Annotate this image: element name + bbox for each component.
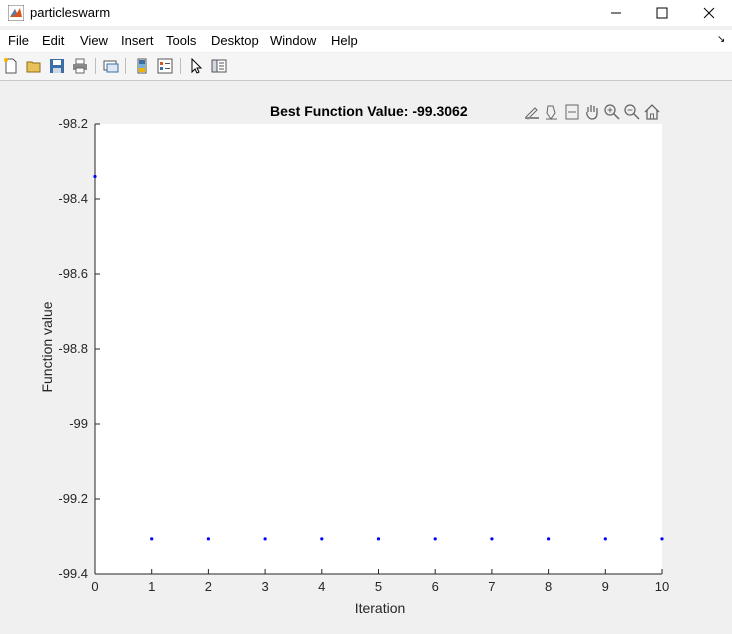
brush-icon[interactable] <box>522 102 542 122</box>
axes-background[interactable] <box>95 124 662 574</box>
save-icon[interactable] <box>47 56 67 76</box>
plot-title: Best Function Value: -99.3062 <box>270 103 468 119</box>
property-inspector-icon[interactable] <box>209 56 229 76</box>
zoom-out-icon[interactable] <box>622 102 642 122</box>
colorbar-icon[interactable] <box>132 56 152 76</box>
new-figure-icon[interactable] <box>1 56 21 76</box>
data-point[interactable] <box>93 174 97 179</box>
data-point[interactable] <box>547 537 551 541</box>
menu-help[interactable]: Help <box>331 33 358 48</box>
y-tick-label: -98.8 <box>58 341 88 356</box>
x-tick-label: 3 <box>261 579 269 594</box>
y-tick-label: -98.6 <box>58 266 88 281</box>
x-tick-label: 10 <box>654 579 670 594</box>
data-point[interactable] <box>376 537 381 541</box>
open-file-icon[interactable] <box>24 56 44 76</box>
data-point[interactable] <box>263 537 267 541</box>
menu-bar: File Edit View Insert Tools Desktop Wind… <box>0 30 732 52</box>
data-point[interactable] <box>320 537 324 541</box>
close-button[interactable] <box>686 0 732 26</box>
figure-area: Best Function Value: -99.3062 Function v… <box>0 81 732 634</box>
data-tips-icon[interactable] <box>542 102 562 122</box>
y-tick-label: -98.4 <box>58 191 88 206</box>
data-point[interactable] <box>150 537 154 541</box>
x-tick-label: 0 <box>91 579 99 594</box>
x-tick-label: 9 <box>601 579 609 594</box>
x-tick-label: 6 <box>431 579 439 594</box>
toolbar-separator <box>95 58 96 74</box>
pointer-icon[interactable] <box>186 56 206 76</box>
x-tick-label: 2 <box>204 579 212 594</box>
window-title: particleswarm <box>30 5 111 20</box>
x-tick-label: 7 <box>488 579 496 594</box>
legend-icon[interactable] <box>155 56 175 76</box>
toolbar-separator <box>125 58 126 74</box>
toolbar-separator <box>180 58 181 74</box>
home-icon[interactable] <box>642 102 662 122</box>
x-tick-label: 5 <box>374 579 383 594</box>
x-tick-label: 8 <box>544 579 553 594</box>
menu-desktop[interactable]: Desktop <box>211 33 259 48</box>
data-point[interactable] <box>206 537 210 541</box>
data-point[interactable] <box>603 537 607 541</box>
link-plot-icon[interactable] <box>101 56 121 76</box>
minimize-button[interactable] <box>593 0 639 26</box>
title-bar: particleswarm <box>0 0 732 26</box>
y-tick-label: -99.2 <box>58 491 88 506</box>
maximize-button[interactable] <box>639 0 685 26</box>
menu-tools[interactable]: Tools <box>166 33 197 48</box>
y-tick-label: -99.4 <box>58 566 88 581</box>
print-icon[interactable] <box>70 56 90 76</box>
zoom-in-icon[interactable] <box>602 102 622 122</box>
x-tick-label: 1 <box>148 579 156 594</box>
restore-view-box-icon[interactable] <box>562 102 582 122</box>
pan-hand-icon[interactable] <box>582 102 602 122</box>
dock-arrow-icon[interactable]: ↘ <box>717 34 726 45</box>
matlab-logo-icon <box>7 4 25 22</box>
data-point[interactable] <box>660 537 664 541</box>
plot-svg <box>93 123 664 575</box>
data-point[interactable] <box>433 537 437 541</box>
y-tick-label: -99 <box>69 416 88 431</box>
x-axis-label: Iteration <box>354 600 406 616</box>
data-point[interactable] <box>490 537 494 541</box>
menu-edit[interactable]: Edit <box>42 33 65 48</box>
figure-toolbar <box>0 53 732 81</box>
menu-view[interactable]: View <box>80 33 108 48</box>
menu-insert[interactable]: Insert <box>121 33 154 48</box>
y-tick-label: -98.2 <box>58 116 88 131</box>
menu-window[interactable]: Window <box>270 33 317 48</box>
menu-file[interactable]: File <box>8 33 29 48</box>
x-tick-label: 4 <box>318 579 326 594</box>
